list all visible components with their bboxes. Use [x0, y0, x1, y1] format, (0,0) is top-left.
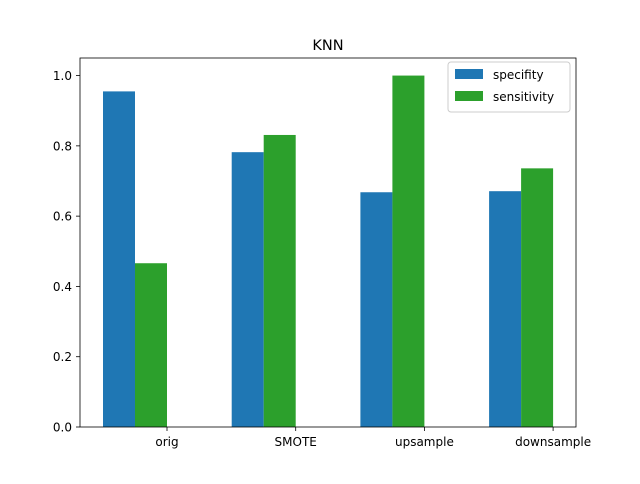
- x-tick-label-orig: orig: [155, 435, 178, 449]
- bar-sensitivity-upsample: [392, 75, 425, 427]
- legend-label-sensitivity: sensitivity: [493, 90, 554, 104]
- bar-specifity-upsample: [360, 192, 393, 427]
- chart-title: KNN: [312, 38, 343, 54]
- x-tick-label-SMOTE: SMOTE: [275, 435, 317, 449]
- bar-specifity-SMOTE: [231, 152, 264, 427]
- y-tick-label: 0.8: [53, 139, 72, 153]
- bar-sensitivity-orig: [135, 263, 167, 427]
- y-tick-label: 0.6: [53, 210, 72, 224]
- y-tick-label: 1.0: [53, 69, 72, 83]
- bar-sensitivity-SMOTE: [263, 134, 296, 427]
- axes-frame: [79, 57, 577, 428]
- x-tick-label-upsample: upsample: [395, 435, 454, 449]
- bar-specifity-orig: [103, 91, 135, 427]
- plot-area: orig SMOTE upsample downsample 0.0 0.2 0.4 0.6 0…: [53, 57, 591, 449]
- bar-sensitivity-downsample: [521, 168, 554, 427]
- y-tick-label: 0.2: [53, 350, 72, 364]
- bar-specifity-downsample: [489, 191, 522, 427]
- x-tick-label-downsample: downsample: [515, 435, 591, 449]
- legend-swatch-sensitivity: [455, 91, 483, 101]
- legend: specifity sensitivity: [447, 61, 571, 113]
- y-tick-label: 0.4: [53, 280, 72, 294]
- legend-swatch-specifity: [455, 69, 483, 79]
- y-tick-label: 0.0: [53, 421, 72, 435]
- legend-label-specifity: specifity: [493, 68, 544, 82]
